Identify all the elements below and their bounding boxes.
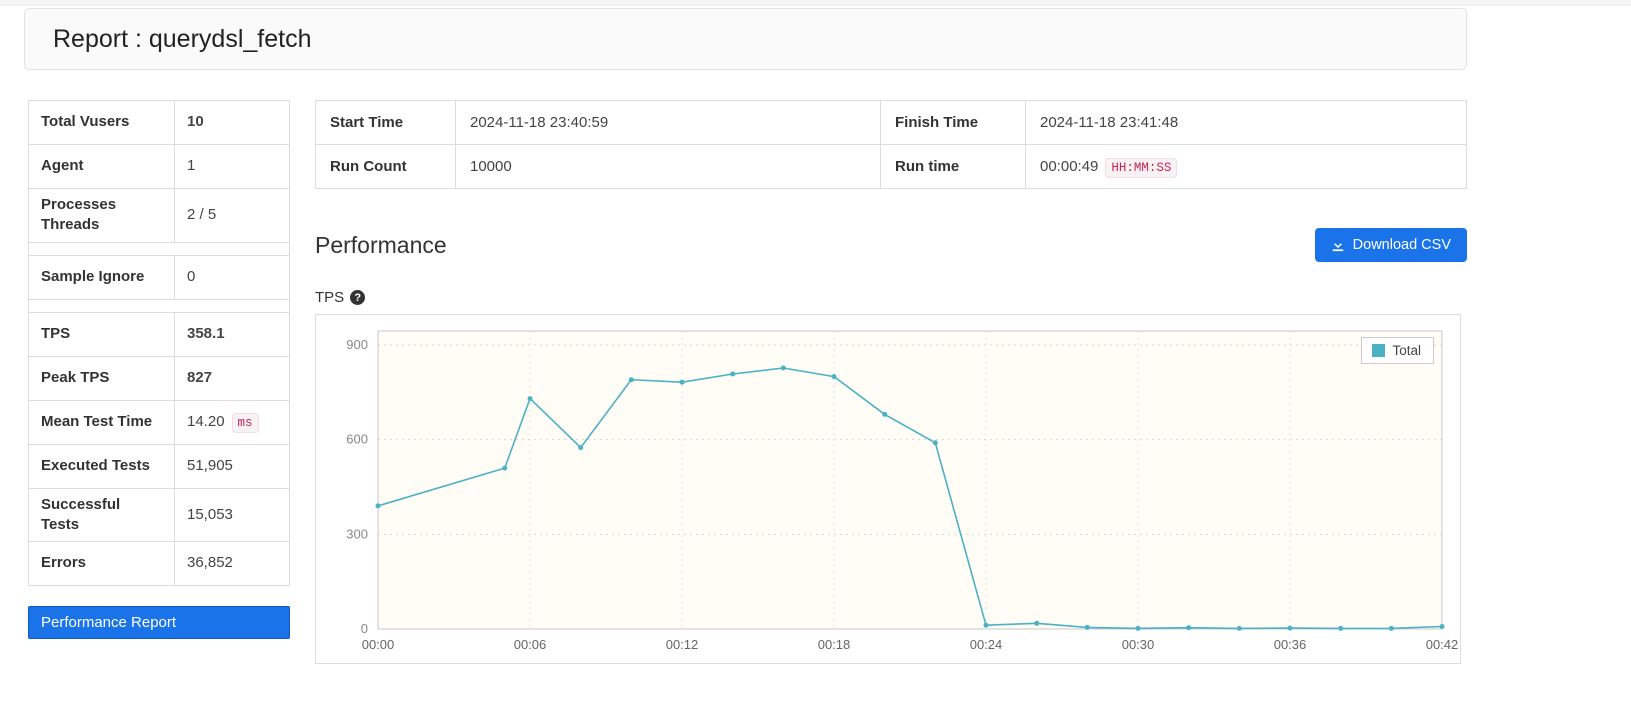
performance-title: Performance xyxy=(315,231,447,258)
summary-row: Sample Ignore 0 xyxy=(28,254,290,300)
report-header: Report : querydsl_fetch xyxy=(24,8,1467,70)
main-panel: Start Time 2024-11-18 23:40:59 Finish Time… xyxy=(315,100,1467,664)
info-label: Run Count xyxy=(315,144,456,189)
summary-label: Errors xyxy=(28,541,175,586)
summary-row: Successful Tests 15,053 xyxy=(28,487,290,542)
svg-text:00:30: 00:30 xyxy=(1122,637,1155,652)
spacer-cell xyxy=(28,241,290,256)
svg-text:00:24: 00:24 xyxy=(970,637,1003,652)
chart-legend: Total xyxy=(1361,337,1434,364)
summary-row: Agent 1 xyxy=(28,144,290,189)
download-icon xyxy=(1332,238,1343,252)
unit-badge: ms xyxy=(231,412,259,433)
svg-text:0: 0 xyxy=(361,621,368,636)
svg-text:600: 600 xyxy=(346,432,368,447)
summary-value: 10 xyxy=(174,100,290,145)
help-icon[interactable]: ? xyxy=(350,290,366,305)
info-row: Run Count 10000 Run time 00:00:49 HH:MM:SS xyxy=(315,144,1467,189)
download-csv-label: Download CSV xyxy=(1352,237,1451,253)
summary-row: Peak TPS 827 xyxy=(28,355,290,401)
summary-value: 358.1 xyxy=(174,311,290,357)
info-row: Start Time 2024-11-18 23:40:59 Finish Time… xyxy=(315,100,1467,145)
info-value: 10000 xyxy=(455,144,881,189)
summary-value: 36,852 xyxy=(174,541,290,586)
summary-label: Peak TPS xyxy=(28,355,175,401)
svg-text:900: 900 xyxy=(346,337,368,352)
svg-text:00:06: 00:06 xyxy=(514,637,547,652)
summary-label: Executed Tests xyxy=(28,443,175,489)
summary-spacer-row xyxy=(28,298,290,313)
svg-text:00:36: 00:36 xyxy=(1274,637,1307,652)
svg-text:300: 300 xyxy=(346,526,368,541)
svg-text:00:18: 00:18 xyxy=(818,637,851,652)
summary-label: Mean Test Time xyxy=(28,399,175,445)
legend-label-total: Total xyxy=(1392,343,1421,358)
info-value: 2024-11-18 23:41:48 xyxy=(1025,100,1467,145)
run-info-table: Start Time 2024-11-18 23:40:59 Finish Time… xyxy=(315,100,1467,189)
summary-label: Total Vusers xyxy=(28,100,175,145)
info-value: 00:00:49 HH:MM:SS xyxy=(1025,144,1467,189)
summary-value: 2 / 5 xyxy=(174,188,290,243)
summary-value: 51,905 xyxy=(174,443,290,489)
summary-row: Errors 36,852 xyxy=(28,541,290,586)
summary-row: Total Vusers 10 xyxy=(28,100,290,145)
info-label: Start Time xyxy=(315,100,456,145)
spacer-cell xyxy=(28,298,290,313)
tps-chart: 0 300 600 900 00:00 00:06 00:12 00:18 00:24 00:30… xyxy=(315,314,1461,664)
info-value: 2024-11-18 23:40:59 xyxy=(455,100,881,145)
summary-value: 14.20 ms xyxy=(174,399,290,445)
tps-line-chart: 0 300 600 900 00:00 00:06 00:12 00:18 00:24 00:30… xyxy=(346,330,1459,652)
summary-label: TPS xyxy=(28,311,175,357)
tps-chart-label: TPS xyxy=(315,289,345,306)
svg-text:00:00: 00:00 xyxy=(362,637,395,652)
summary-value: 0 xyxy=(174,254,290,300)
summary-value: 1 xyxy=(174,144,290,189)
svg-text:00:42: 00:42 xyxy=(1426,637,1459,652)
performance-report-button[interactable]: Performance Report xyxy=(28,606,290,639)
svg-text:00:12: 00:12 xyxy=(666,637,699,652)
summary-row: Processes Threads 2 / 5 xyxy=(28,188,290,243)
summary-label: Successful Tests xyxy=(28,487,175,542)
summary-row: TPS 358.1 xyxy=(28,311,290,357)
summary-row: Executed Tests 51,905 xyxy=(28,443,290,489)
tps-chart-header: TPS ? xyxy=(315,289,1467,306)
summary-row: Mean Test Time 14.20 ms xyxy=(28,399,290,445)
summary-panel: Total Vusers 10 Agent 1 Processes Threads 2 /… xyxy=(28,100,290,639)
page-title: Report : querydsl_fetch xyxy=(53,24,312,53)
summary-label: Agent xyxy=(28,144,175,189)
top-strip xyxy=(0,0,1631,6)
format-badge: HH:MM:SS xyxy=(1105,158,1178,178)
info-label: Run time xyxy=(880,144,1026,189)
legend-swatch-total xyxy=(1372,344,1386,357)
summary-value: 15,053 xyxy=(174,487,290,542)
summary-value: 827 xyxy=(174,355,290,401)
performance-header: Performance Download CSV xyxy=(315,225,1467,265)
summary-table: Total Vusers 10 Agent 1 Processes Threads 2 /… xyxy=(28,100,290,586)
download-csv-button[interactable]: Download CSV xyxy=(1314,228,1467,262)
summary-label: Sample Ignore xyxy=(28,254,175,300)
info-label: Finish Time xyxy=(880,100,1026,145)
summary-spacer-row xyxy=(28,241,290,256)
summary-label: Processes Threads xyxy=(28,188,175,243)
